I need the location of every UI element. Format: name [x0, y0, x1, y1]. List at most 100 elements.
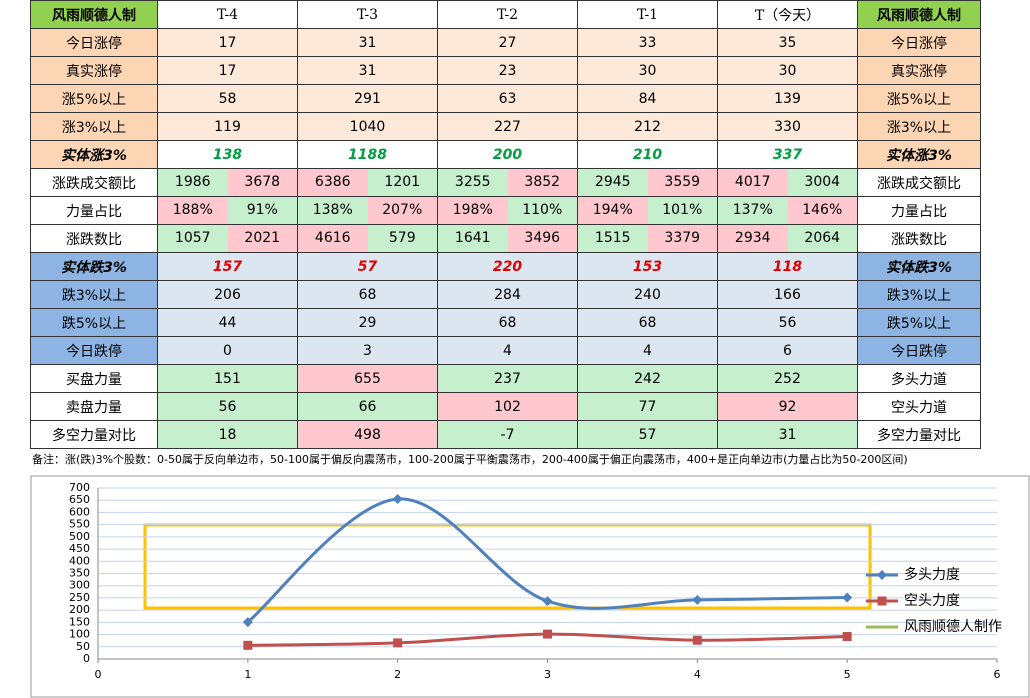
data-cell: 151 — [157, 364, 298, 393]
y-tick-label: 600 — [69, 505, 90, 518]
header-cell: T-1 — [577, 0, 718, 29]
split-cell: 3255 3852 — [437, 168, 578, 197]
row-label: 今日跌停 — [30, 336, 158, 365]
data-cell: 33 — [577, 28, 718, 57]
data-cell: 337 — [717, 140, 858, 169]
row-label-right: 涨5%以上 — [857, 84, 981, 113]
row-label: 涨5%以上 — [30, 84, 158, 113]
split-value: 579 — [367, 225, 437, 252]
legend-label: 风雨顺德人制作 — [904, 619, 1002, 635]
y-tick-label: 0 — [83, 652, 90, 665]
marker — [243, 640, 253, 650]
data-cell: 29 — [297, 308, 438, 337]
row-label-right: 涨跌数比 — [857, 224, 981, 253]
data-cell: 18 — [157, 420, 298, 449]
table-row: 涨3%以上 119 1040 227 212 330 涨3%以上 — [30, 112, 981, 141]
data-cell: 84 — [577, 84, 718, 113]
note: 备注：涨(跌)3%个股数：0-50属于反向单边市，50-100属于偏反向震荡市，… — [32, 453, 908, 466]
marker — [842, 592, 853, 603]
data-cell: 498 — [297, 420, 438, 449]
split-value: 2064 — [787, 225, 857, 252]
y-tick-label: 500 — [69, 530, 90, 543]
split-value: 4017 — [718, 169, 788, 196]
data-cell: 655 — [297, 364, 438, 393]
y-tick-label: 300 — [69, 579, 90, 592]
data-cell: 4 — [577, 336, 718, 365]
marker — [542, 596, 553, 607]
split-value: 91% — [227, 197, 297, 224]
row-label: 涨跌成交额比 — [30, 168, 158, 197]
split-cell: 1641 3496 — [437, 224, 578, 253]
row-label-right: 真实涨停 — [857, 56, 981, 85]
data-cell: 27 — [437, 28, 578, 57]
data-cell: 227 — [437, 112, 578, 141]
x-tick-label: 0 — [95, 668, 102, 681]
data-cell: 57 — [297, 252, 438, 281]
data-cell: -7 — [437, 420, 578, 449]
split-cell: 198% 110% — [437, 196, 578, 225]
data-cell: 58 — [157, 84, 298, 113]
table-row: 涨跌成交额比 1986 3678 6386 1201 3255 3852 2945 3559 40… — [30, 168, 981, 197]
chart-frame — [30, 475, 1030, 698]
split-cell: 188% 91% — [157, 196, 298, 225]
split-value: 3004 — [787, 169, 857, 196]
data-cell: 220 — [437, 252, 578, 281]
data-cell: 166 — [717, 280, 858, 309]
split-value: 1515 — [578, 225, 648, 252]
split-cell: 6386 1201 — [297, 168, 438, 197]
data-cell: 77 — [577, 392, 718, 421]
split-value: 3559 — [647, 169, 717, 196]
data-cell: 63 — [437, 84, 578, 113]
row-label-right: 多头力道 — [857, 364, 981, 393]
split-value: 1986 — [158, 169, 228, 196]
y-tick-label: 550 — [69, 518, 90, 531]
marker — [392, 493, 403, 504]
split-value: 101% — [647, 197, 717, 224]
split-pair: 198% 110% — [438, 197, 577, 224]
split-value: 138% — [298, 197, 368, 224]
split-value: 2934 — [718, 225, 788, 252]
table-row: 真实涨停 17 31 23 30 30 真实涨停 — [30, 56, 981, 85]
split-pair: 137% 146% — [718, 197, 857, 224]
x-tick-label: 4 — [694, 668, 701, 681]
y-tick-label: 150 — [69, 615, 90, 628]
data-cell: 68 — [297, 280, 438, 309]
data-cell: 68 — [437, 308, 578, 337]
split-value: 110% — [507, 197, 577, 224]
row-label-right: 空头力道 — [857, 392, 981, 421]
y-tick-label: 250 — [69, 591, 90, 604]
marker — [692, 635, 702, 645]
row-label: 跌5%以上 — [30, 308, 158, 337]
row-label-right: 涨跌成交额比 — [857, 168, 981, 197]
row-label-right: 实体跌3% — [857, 252, 981, 281]
split-value: 198% — [438, 197, 508, 224]
data-cell: 291 — [297, 84, 438, 113]
x-tick-label: 3 — [544, 668, 551, 681]
data-cell: 92 — [717, 392, 858, 421]
data-cell: 102 — [437, 392, 578, 421]
data-cell: 56 — [157, 392, 298, 421]
split-value: 188% — [158, 197, 228, 224]
row-label: 今日涨停 — [30, 28, 158, 57]
row-label-right: 涨3%以上 — [857, 112, 981, 141]
marker — [842, 632, 852, 642]
data-cell: 330 — [717, 112, 858, 141]
split-value: 4616 — [298, 225, 368, 252]
data-cell: 157 — [157, 252, 298, 281]
split-pair: 138% 207% — [298, 197, 437, 224]
data-cell: 153 — [577, 252, 718, 281]
marker — [242, 617, 253, 628]
data-cell: 1188 — [297, 140, 438, 169]
header-cell: T-2 — [437, 0, 578, 29]
split-pair: 4017 3004 — [718, 169, 857, 196]
data-cell: 4 — [437, 336, 578, 365]
data-cell: 240 — [577, 280, 718, 309]
x-tick-label: 1 — [244, 668, 251, 681]
series-line — [246, 497, 848, 624]
table-row: 买盘力量 151 655 237 242 252 多头力道 — [30, 364, 981, 393]
split-pair: 194% 101% — [578, 197, 717, 224]
row-label: 多空力量对比 — [30, 420, 158, 449]
legend-label: 空头力度 — [904, 593, 960, 609]
data-cell: 31 — [717, 420, 858, 449]
